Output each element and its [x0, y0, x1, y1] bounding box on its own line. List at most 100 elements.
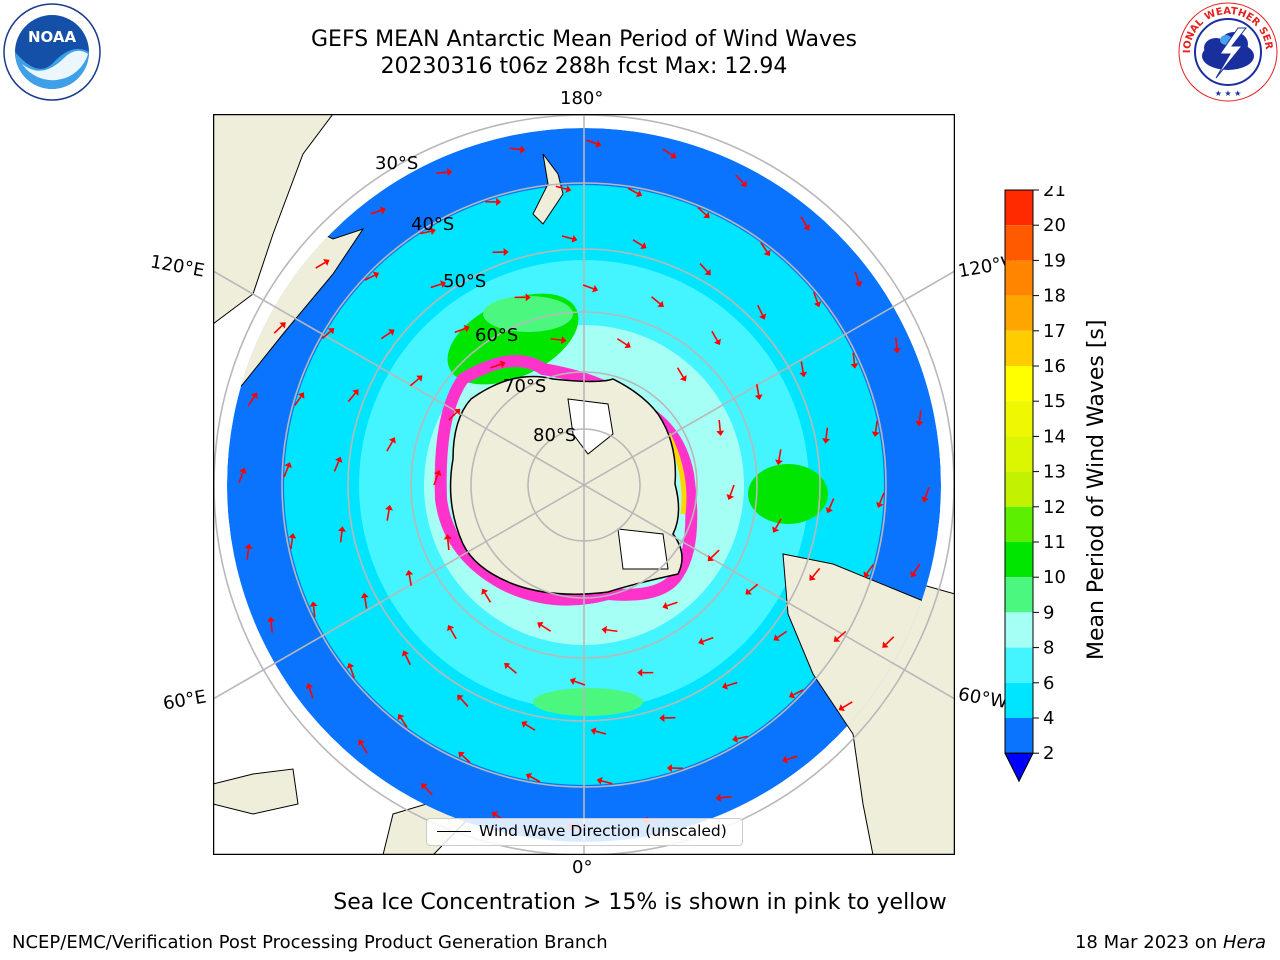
wave-arrow-shaft [490, 363, 502, 369]
wave-arrow-shaft [748, 583, 759, 592]
wave-arrow-head [388, 329, 395, 336]
wave-arrow-head [635, 189, 643, 198]
wave-arrow-head [833, 635, 841, 642]
wave-arrow-head [772, 526, 780, 533]
wave-arrow-shaft [666, 601, 678, 607]
wave-arrow-head [405, 570, 414, 576]
wave-arrow-shaft [760, 242, 768, 253]
wave-arrow-shaft [364, 597, 368, 609]
wave-arrow-head [803, 224, 811, 231]
wave-arrow-head [624, 341, 631, 349]
wave-arrow-shaft [702, 636, 714, 643]
colorbar-bin-19-20 [1005, 225, 1033, 261]
wave-arrow-head [463, 324, 470, 333]
wave-arrow-shaft [895, 337, 898, 349]
wave-arrow-shaft [924, 487, 930, 498]
colorbar-bin-6-8 [1005, 647, 1033, 683]
wave-arrow-shaft [699, 263, 709, 273]
wave-arrow-head [309, 601, 318, 607]
wave-arrow-shaft [290, 537, 294, 550]
wave-arrow-head [703, 211, 710, 219]
wave-arrow-shaft [424, 786, 433, 796]
wave-arrow-head [595, 140, 602, 148]
wave-arrow-head [698, 637, 705, 646]
wave-arrow-shaft [710, 549, 720, 559]
wave-arrow-head [346, 662, 355, 669]
wave-arrow-head [854, 280, 863, 287]
wave-arrow-shaft [836, 630, 847, 640]
colorbar-tick-label: 21 [1043, 186, 1066, 201]
lon-label-120e: 120°E [148, 251, 207, 282]
lon-label-0: 0° [572, 857, 593, 878]
wave-arrow-shaft [736, 735, 748, 740]
wave-arrow-head [421, 783, 428, 790]
wave-arrow-shaft [825, 427, 829, 439]
wave-arrow-head [388, 437, 396, 444]
wave-arrow-head [305, 683, 314, 690]
wave-arrow-shaft [616, 338, 628, 346]
wave-arrow-shaft [755, 384, 760, 396]
wave-arrow-shaft [509, 147, 521, 151]
wave-arrow-shaft [800, 361, 804, 373]
wave-arrow-head [732, 734, 738, 743]
wave-arrow-shaft [842, 701, 853, 709]
colorbar-tick-label: 20 [1043, 215, 1066, 236]
colorbar-bin-8-9 [1005, 612, 1033, 648]
wave-arrow-head [491, 811, 498, 819]
colorbar-bin-16-17 [1005, 330, 1033, 366]
wave-arrow-shaft [420, 230, 432, 235]
wave-arrow-shaft [386, 509, 390, 521]
wave-arrow-shaft [507, 665, 517, 674]
wave-arrow-head [372, 271, 380, 279]
wave-arrow-shaft [364, 274, 376, 281]
colorbar-bin-2-4 [1005, 718, 1033, 754]
wave-arrow-head [666, 764, 672, 773]
wind-wave-direction-arrows [238, 139, 930, 831]
wave-arrow-head [496, 197, 502, 206]
wave-arrow-shaft [430, 283, 442, 289]
colorbar-tick-label: 18 [1043, 286, 1066, 307]
wave-arrow-head [327, 328, 335, 335]
wave-arrow-shaft [866, 564, 874, 574]
wave-arrow-head [561, 336, 567, 345]
wave-arrow-head [763, 249, 771, 257]
wave-arrow-shaft [283, 466, 289, 478]
wave-arrow-head [813, 301, 822, 308]
wave-arrow-head [481, 588, 489, 595]
colorbar-bin-15-16 [1005, 366, 1033, 402]
wave-arrow-shaft [874, 420, 878, 433]
colorbar: 2 4 6 8 9 10 11 12 13 14 15 16 17 18 19 20 21 [1004, 186, 1066, 783]
wave-arrow-shaft [561, 235, 573, 240]
colorbar-tick-label: 9 [1043, 602, 1054, 623]
colorbar-tick-label: 4 [1043, 708, 1054, 729]
weddell-ice-shelf [617, 528, 669, 570]
wave-arrow-head [385, 504, 394, 511]
colorbar-tick-label: 6 [1043, 673, 1054, 694]
wave-arrow-shaft [582, 284, 594, 290]
svg-text:★ ★ ★: ★ ★ ★ [1215, 89, 1242, 98]
wave-arrow-head [876, 501, 884, 508]
colorbar-bins [1004, 189, 1034, 783]
legend-label: Wind Wave Direction (unscaled) [479, 822, 727, 840]
noaa-logo-text: NOAA [28, 28, 77, 46]
wave-arrow-shaft [601, 780, 613, 785]
wave-arrow-shaft [651, 296, 661, 305]
wave-arrow-head [440, 280, 447, 288]
wave-arrow-head [447, 624, 455, 632]
period-patch-9-10 [483, 296, 573, 332]
chart-subtitle: 20230316 t06z 288h fcst Max: 12.94 [380, 54, 788, 79]
wave-arrow-shaft [270, 621, 273, 633]
wave-arrow-shaft [885, 636, 895, 645]
wave-arrow-head [838, 704, 845, 712]
wave-arrow-head [773, 634, 780, 641]
lat-label-80s: 80°S [533, 425, 576, 446]
wave-arrow-head [863, 571, 871, 578]
wave-arrow-shaft [540, 624, 552, 632]
wave-arrow-shaft [333, 460, 340, 472]
wave-arrow-shaft [726, 681, 738, 687]
wave-arrow-head [239, 467, 247, 474]
wave-arrow-shaft [720, 796, 732, 799]
wave-arrow-head [825, 507, 833, 514]
wave-arrow-shaft [555, 185, 567, 190]
noaa-logo: NOAA [3, 3, 101, 101]
